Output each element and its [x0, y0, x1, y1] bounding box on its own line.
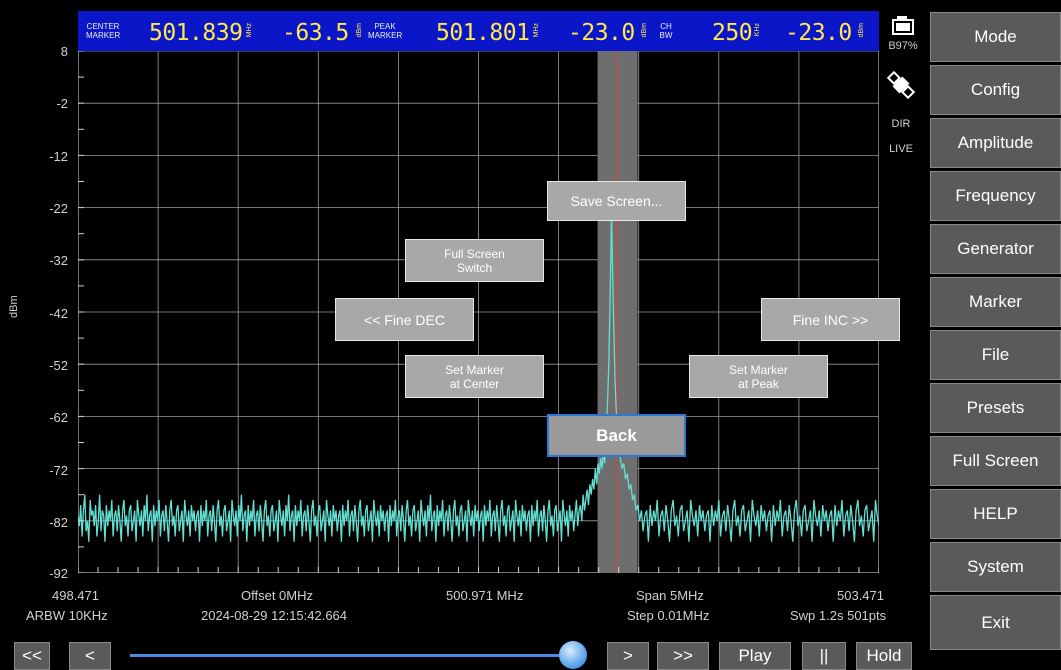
peak-marker-frequency: 501.801 [436, 20, 530, 46]
step-forward-button[interactable]: > [607, 642, 649, 670]
menu-help[interactable]: HELP [930, 489, 1061, 539]
menu-presets[interactable]: Presets [930, 383, 1061, 433]
sweep-info: Swp 1.2s 501pts [790, 608, 887, 623]
live-indicator: LIVE [889, 143, 913, 155]
channel-bandwidth-value: 250 [712, 20, 753, 46]
battery-level: B97% [888, 40, 918, 52]
battery-icon [892, 16, 914, 35]
button-label: Set Marker [445, 362, 504, 377]
y-tick-label: -32 [49, 253, 68, 268]
playback-slider-handle[interactable] [558, 641, 587, 669]
marker-readout-bar: CENTER MARKER 501.839 MHz -63.5 dBm PEAK M… [78, 11, 879, 51]
direction-mode: DIR [891, 118, 911, 130]
center-marker-frequency: 501.839 [149, 20, 243, 46]
y-tick-label: -2 [56, 96, 68, 111]
resolution-bandwidth: ARBW 10KHz [26, 608, 108, 623]
menu-frequency[interactable]: Frequency [930, 171, 1061, 221]
channel-level-unit: dBm [858, 23, 865, 38]
menu-amplitude[interactable]: Amplitude [930, 118, 1061, 168]
center-marker-label: CENTER MARKER [86, 22, 121, 40]
full-screen-switch-button[interactable]: Full Screen Switch [405, 239, 544, 282]
frequency-span: Span 5MHz [636, 588, 704, 603]
channel-level: -23.0 [785, 20, 852, 46]
back-button[interactable]: Back [547, 414, 686, 457]
button-label: Switch [456, 260, 493, 275]
center-freq-unit: MHz [246, 23, 253, 38]
y-tick-label: -62 [49, 410, 68, 425]
y-axis-unit: dBm [8, 295, 20, 318]
spectrum-plot[interactable] [78, 51, 879, 573]
x-start-frequency: 498.471 [52, 588, 99, 603]
y-tick-label: -72 [49, 463, 68, 478]
peak-freq-unit: MHz [533, 23, 540, 38]
y-tick-label: -52 [49, 358, 68, 373]
set-marker-center-button[interactable]: Set Marker at Center [405, 355, 544, 398]
x-center-frequency: 500.971 MHz [446, 588, 524, 603]
channel-bandwidth-unit: KHz [754, 23, 761, 37]
y-tick-label: -12 [49, 149, 68, 164]
x-end-frequency: 503.471 [837, 588, 884, 603]
menu-file[interactable]: File [930, 330, 1061, 380]
y-tick-label: -22 [49, 201, 68, 216]
menu-generator[interactable]: Generator [930, 224, 1061, 274]
y-tick-label: -92 [49, 566, 68, 581]
fast-forward-button[interactable]: >> [657, 642, 709, 670]
y-tick-label: -82 [49, 515, 68, 530]
menu-full-screen[interactable]: Full Screen [930, 436, 1061, 486]
axis-ticks [78, 51, 879, 573]
frequency-offset: Offset 0MHz [241, 588, 314, 603]
playback-slider-track[interactable] [130, 654, 582, 657]
hold-button[interactable]: Hold [856, 642, 912, 670]
fast-back-button[interactable]: << [14, 642, 50, 670]
step-back-button[interactable]: < [69, 642, 111, 670]
menu-config[interactable]: Config [930, 65, 1061, 115]
fine-inc-button[interactable]: Fine INC >> [761, 298, 900, 341]
save-screen-button[interactable]: Save Screen... [547, 181, 686, 221]
frequency-step: Step 0.01MHz [627, 608, 710, 623]
button-label: at Center [449, 376, 500, 391]
spectrum-trace [78, 212, 879, 542]
peak-marker-label: PEAK MARKER [368, 22, 403, 40]
button-label: at Peak [738, 376, 779, 391]
center-level-unit: dBm [356, 23, 363, 38]
pause-button[interactable]: || [802, 642, 846, 670]
set-marker-peak-button[interactable]: Set Marker at Peak [689, 355, 828, 398]
y-tick-label: -42 [49, 306, 68, 321]
capture-timestamp: 2024-08-29 12:15:42.664 [201, 608, 348, 623]
menu-exit[interactable]: Exit [930, 595, 1061, 650]
button-label: Set Marker [729, 362, 788, 377]
fine-dec-button[interactable]: << Fine DEC [335, 298, 474, 341]
peak-level-unit: dBm [641, 23, 648, 38]
menu-marker[interactable]: Marker [930, 277, 1061, 327]
menu-system[interactable]: System [930, 542, 1061, 592]
button-label: Full Screen [444, 246, 505, 261]
plot-grid [78, 51, 879, 573]
y-tick-label: 8 [60, 44, 68, 59]
peak-marker-level: -23.0 [568, 20, 635, 46]
channel-bandwidth-label: CH BW [659, 22, 673, 40]
satellite-icon [886, 70, 916, 100]
center-marker-level: -63.5 [282, 20, 349, 46]
play-button[interactable]: Play [719, 642, 791, 670]
menu-mode[interactable]: Mode [930, 12, 1061, 62]
